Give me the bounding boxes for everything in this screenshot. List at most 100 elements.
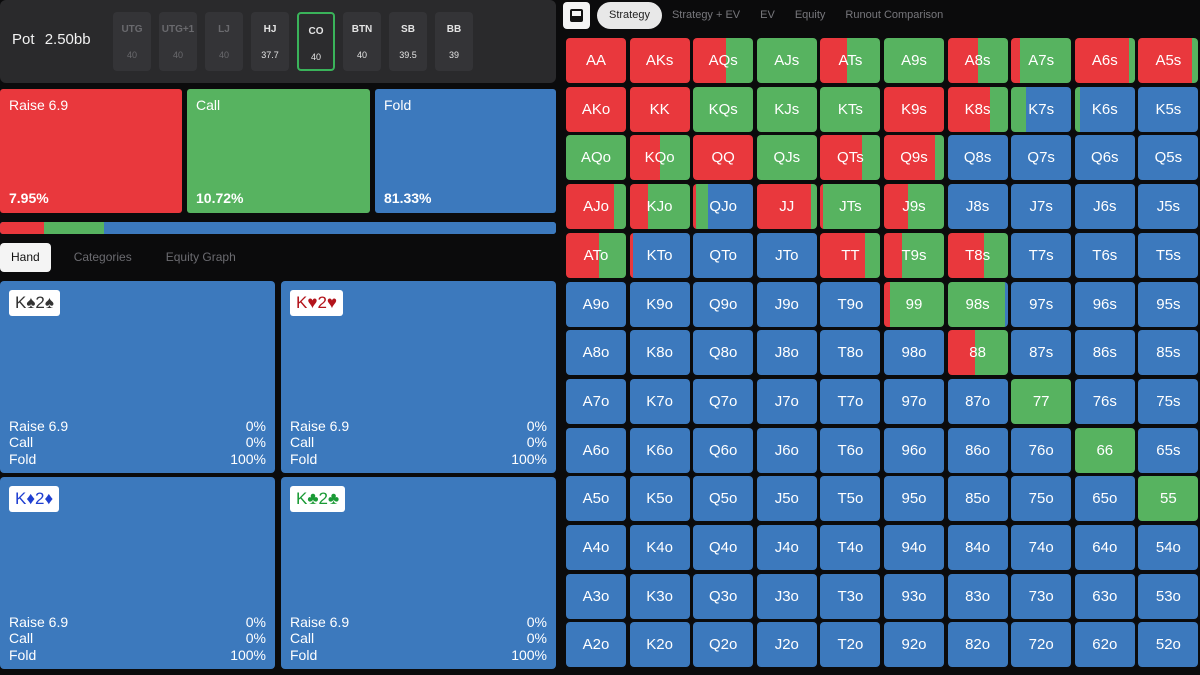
- matrix-cell-65o[interactable]: 65o: [1074, 476, 1135, 522]
- tab-strategy[interactable]: Strategy: [597, 2, 662, 29]
- matrix-cell-k7s[interactable]: K7s: [1011, 86, 1072, 132]
- tab-equity-graph[interactable]: Equity Graph: [165, 250, 236, 264]
- matrix-cell-85o[interactable]: 85o: [947, 476, 1008, 522]
- matrix-cell-j3o[interactable]: J3o: [756, 573, 817, 619]
- matrix-cell-aqs[interactable]: AQs: [693, 38, 754, 83]
- position-hj[interactable]: HJ 37.7: [251, 12, 289, 71]
- matrix-cell-j9o[interactable]: J9o: [756, 281, 817, 327]
- matrix-cell-q3o[interactable]: Q3o: [693, 573, 754, 619]
- matrix-cell-a6o[interactable]: A6o: [566, 427, 626, 473]
- matrix-cell-a6s[interactable]: A6s: [1074, 38, 1135, 83]
- hand-combo-spades[interactable]: K ♠ 2 ♠ Raise 6.9 0% Call 0% Fold 100%: [0, 281, 275, 473]
- matrix-cell-jts[interactable]: JTs: [820, 184, 881, 230]
- matrix-cell-a7o[interactable]: A7o: [566, 378, 626, 424]
- matrix-cell-qjo[interactable]: QJo: [693, 184, 754, 230]
- matrix-cell-j7o[interactable]: J7o: [756, 378, 817, 424]
- matrix-cell-k4o[interactable]: K4o: [629, 525, 690, 570]
- matrix-cell-54o[interactable]: 54o: [1138, 525, 1199, 570]
- hand-combo-diamonds[interactable]: K ♦ 2 ♦ Raise 6.9 0% Call 0% Fold 100%: [0, 477, 275, 669]
- matrix-cell-a8s[interactable]: A8s: [947, 38, 1008, 83]
- matrix-cell-55[interactable]: 55: [1138, 476, 1199, 522]
- matrix-cell-q6s[interactable]: Q6s: [1074, 135, 1135, 181]
- matrix-cell-98s[interactable]: 98s: [947, 281, 1008, 327]
- matrix-cell-96o[interactable]: 96o: [884, 427, 944, 473]
- position-bb[interactable]: BB 39: [435, 12, 473, 71]
- matrix-cell-a5s[interactable]: A5s: [1138, 38, 1199, 83]
- matrix-cell-ajs[interactable]: AJs: [756, 38, 817, 83]
- matrix-cell-74o[interactable]: 74o: [1011, 525, 1072, 570]
- matrix-cell-85s[interactable]: 85s: [1138, 330, 1199, 376]
- raise-action-box[interactable]: Raise 6.9 7.95%: [0, 89, 182, 213]
- matrix-cell-aqo[interactable]: AQo: [566, 135, 626, 181]
- matrix-cell-a5o[interactable]: A5o: [566, 476, 626, 522]
- matrix-cell-qjs[interactable]: QJs: [756, 135, 817, 181]
- matrix-cell-aks[interactable]: AKs: [629, 38, 690, 83]
- matrix-cell-a9s[interactable]: A9s: [884, 38, 944, 83]
- matrix-cell-t8o[interactable]: T8o: [820, 330, 881, 376]
- matrix-cell-k8o[interactable]: K8o: [629, 330, 690, 376]
- matrix-cell-97s[interactable]: 97s: [1011, 281, 1072, 327]
- tab-ev[interactable]: EV: [760, 9, 775, 21]
- matrix-cell-k8s[interactable]: K8s: [947, 86, 1008, 132]
- matrix-cell-q4o[interactable]: Q4o: [693, 525, 754, 570]
- call-action-box[interactable]: Call 10.72%: [187, 89, 370, 213]
- matrix-cell-t6s[interactable]: T6s: [1074, 232, 1135, 278]
- matrix-cell-j8s[interactable]: J8s: [947, 184, 1008, 230]
- matrix-cell-qto[interactable]: QTo: [693, 232, 754, 278]
- matrix-cell-j7s[interactable]: J7s: [1011, 184, 1072, 230]
- matrix-cell-97o[interactable]: 97o: [884, 378, 944, 424]
- matrix-cell-84o[interactable]: 84o: [947, 525, 1008, 570]
- matrix-cell-53o[interactable]: 53o: [1138, 573, 1199, 619]
- matrix-cell-ato[interactable]: ATo: [566, 232, 626, 278]
- matrix-cell-88[interactable]: 88: [947, 330, 1008, 376]
- matrix-cell-75o[interactable]: 75o: [1011, 476, 1072, 522]
- matrix-cell-jj[interactable]: JJ: [756, 184, 817, 230]
- matrix-cell-q7o[interactable]: Q7o: [693, 378, 754, 424]
- matrix-cell-82o[interactable]: 82o: [947, 622, 1008, 668]
- matrix-cell-t9s[interactable]: T9s: [884, 232, 944, 278]
- matrix-cell-t5s[interactable]: T5s: [1138, 232, 1199, 278]
- matrix-cell-ako[interactable]: AKo: [566, 86, 626, 132]
- matrix-cell-63o[interactable]: 63o: [1074, 573, 1135, 619]
- matrix-cell-kjs[interactable]: KJs: [756, 86, 817, 132]
- matrix-cell-tt[interactable]: TT: [820, 232, 881, 278]
- matrix-cell-kjo[interactable]: KJo: [629, 184, 690, 230]
- matrix-cell-86s[interactable]: 86s: [1074, 330, 1135, 376]
- matrix-cell-j5s[interactable]: J5s: [1138, 184, 1199, 230]
- matrix-cell-j4o[interactable]: J4o: [756, 525, 817, 570]
- matrix-cell-q7s[interactable]: Q7s: [1011, 135, 1072, 181]
- matrix-cell-75s[interactable]: 75s: [1138, 378, 1199, 424]
- matrix-cell-t6o[interactable]: T6o: [820, 427, 881, 473]
- matrix-cell-a8o[interactable]: A8o: [566, 330, 626, 376]
- matrix-cell-k3o[interactable]: K3o: [629, 573, 690, 619]
- matrix-cell-q5s[interactable]: Q5s: [1138, 135, 1199, 181]
- matrix-cell-87s[interactable]: 87s: [1011, 330, 1072, 376]
- matrix-cell-t2o[interactable]: T2o: [820, 622, 881, 668]
- matrix-cell-92o[interactable]: 92o: [884, 622, 944, 668]
- matrix-cell-66[interactable]: 66: [1074, 427, 1135, 473]
- matrix-cell-83o[interactable]: 83o: [947, 573, 1008, 619]
- matrix-cell-kts[interactable]: KTs: [820, 86, 881, 132]
- matrix-cell-q9o[interactable]: Q9o: [693, 281, 754, 327]
- matrix-cell-52o[interactable]: 52o: [1138, 622, 1199, 668]
- matrix-cell-a7s[interactable]: A7s: [1011, 38, 1072, 83]
- hand-combo-clubs[interactable]: K ♣ 2 ♣ Raise 6.9 0% Call 0% Fold 100%: [281, 477, 556, 669]
- matrix-cell-k6s[interactable]: K6s: [1074, 86, 1135, 132]
- tab-hand[interactable]: Hand: [0, 243, 51, 272]
- position-lj[interactable]: LJ 40: [205, 12, 243, 71]
- matrix-cell-t4o[interactable]: T4o: [820, 525, 881, 570]
- matrix-cell-96s[interactable]: 96s: [1074, 281, 1135, 327]
- matrix-cell-j8o[interactable]: J8o: [756, 330, 817, 376]
- matrix-cell-94o[interactable]: 94o: [884, 525, 944, 570]
- hand-combo-hearts[interactable]: K ♥ 2 ♥ Raise 6.9 0% Call 0% Fold 100%: [281, 281, 556, 473]
- matrix-cell-72o[interactable]: 72o: [1011, 622, 1072, 668]
- position-co[interactable]: CO 40: [297, 12, 335, 71]
- matrix-cell-k2o[interactable]: K2o: [629, 622, 690, 668]
- matrix-cell-t9o[interactable]: T9o: [820, 281, 881, 327]
- matrix-cell-q5o[interactable]: Q5o: [693, 476, 754, 522]
- matrix-cell-j2o[interactable]: J2o: [756, 622, 817, 668]
- position-utg[interactable]: UTG 40: [113, 12, 151, 71]
- tab-runout-comparison[interactable]: Runout Comparison: [845, 9, 944, 21]
- matrix-cell-64o[interactable]: 64o: [1074, 525, 1135, 570]
- matrix-cell-a3o[interactable]: A3o: [566, 573, 626, 619]
